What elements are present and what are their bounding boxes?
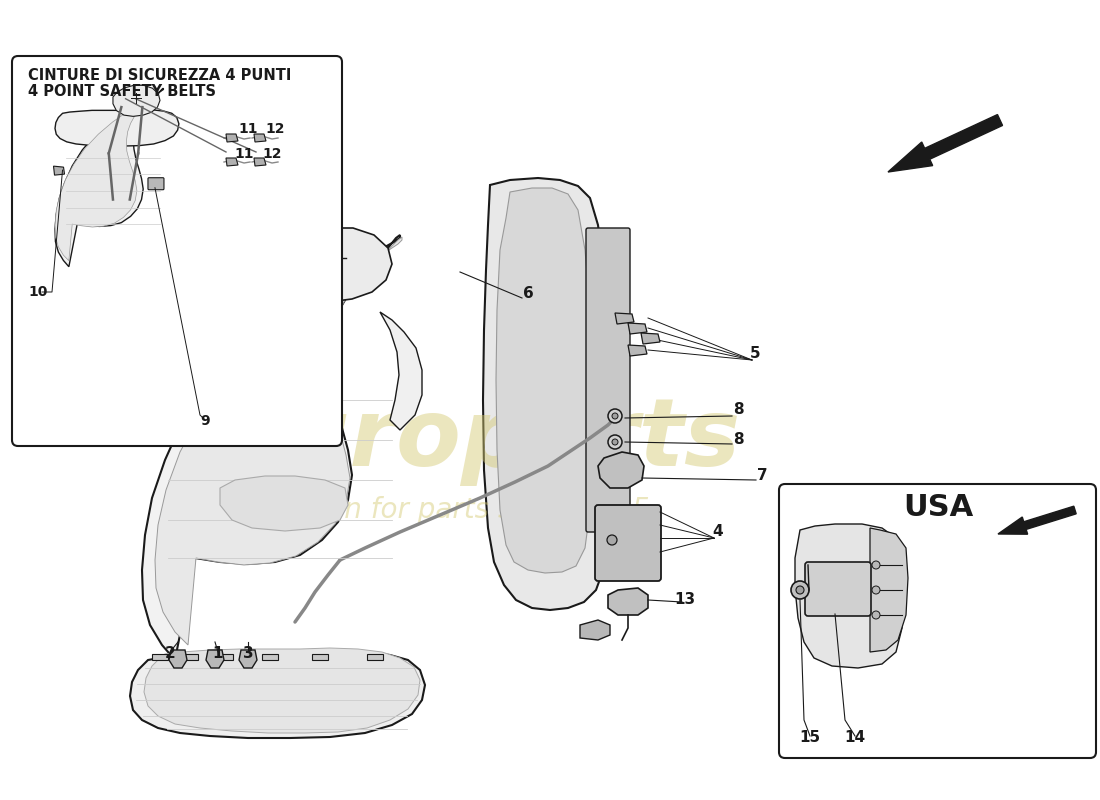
Polygon shape xyxy=(206,650,224,668)
Polygon shape xyxy=(795,524,904,668)
FancyBboxPatch shape xyxy=(779,484,1096,758)
Polygon shape xyxy=(580,620,611,640)
Polygon shape xyxy=(54,166,65,175)
Text: 5: 5 xyxy=(750,346,760,361)
Circle shape xyxy=(607,535,617,545)
Polygon shape xyxy=(628,323,647,334)
Text: 12: 12 xyxy=(262,147,282,161)
Text: a passion for parts since 1985: a passion for parts since 1985 xyxy=(230,496,650,524)
Polygon shape xyxy=(169,650,187,668)
FancyBboxPatch shape xyxy=(586,228,630,532)
Text: 2: 2 xyxy=(165,646,175,661)
Circle shape xyxy=(612,439,618,445)
Polygon shape xyxy=(226,158,238,166)
Circle shape xyxy=(608,409,622,423)
Polygon shape xyxy=(130,651,425,738)
Text: 9: 9 xyxy=(200,414,210,428)
Polygon shape xyxy=(280,228,392,302)
Circle shape xyxy=(791,581,808,599)
FancyBboxPatch shape xyxy=(12,56,342,446)
FancyBboxPatch shape xyxy=(805,562,871,616)
Polygon shape xyxy=(262,654,278,660)
Polygon shape xyxy=(55,90,158,261)
Polygon shape xyxy=(152,654,168,660)
Text: 4: 4 xyxy=(713,524,724,539)
Circle shape xyxy=(608,435,622,449)
Polygon shape xyxy=(220,476,348,531)
Polygon shape xyxy=(870,528,907,652)
Polygon shape xyxy=(598,452,644,488)
Polygon shape xyxy=(55,110,179,146)
Polygon shape xyxy=(888,114,1002,172)
Text: CINTURE DI SICUREZZA 4 PUNTI: CINTURE DI SICUREZZA 4 PUNTI xyxy=(28,68,292,83)
Polygon shape xyxy=(132,312,175,430)
Polygon shape xyxy=(628,345,647,356)
Circle shape xyxy=(872,611,880,619)
Text: 3: 3 xyxy=(243,646,253,661)
Polygon shape xyxy=(367,654,383,660)
Text: USA: USA xyxy=(903,493,974,522)
Text: 8: 8 xyxy=(733,432,744,447)
Polygon shape xyxy=(155,237,402,645)
Polygon shape xyxy=(496,188,592,573)
Polygon shape xyxy=(217,654,233,660)
Polygon shape xyxy=(615,313,634,324)
Text: 6: 6 xyxy=(522,286,534,301)
Polygon shape xyxy=(284,336,340,370)
Polygon shape xyxy=(641,333,660,344)
Text: 15: 15 xyxy=(800,730,821,745)
Text: 11: 11 xyxy=(239,122,257,136)
FancyBboxPatch shape xyxy=(595,505,661,581)
Text: 7: 7 xyxy=(757,468,768,483)
Polygon shape xyxy=(254,158,266,166)
Text: europarts: europarts xyxy=(219,394,741,486)
Text: 12: 12 xyxy=(265,122,285,136)
Circle shape xyxy=(872,561,880,569)
Text: 10: 10 xyxy=(29,285,47,299)
Polygon shape xyxy=(55,88,164,266)
Circle shape xyxy=(872,586,880,594)
Circle shape xyxy=(796,586,804,594)
Polygon shape xyxy=(182,654,198,660)
Text: 4 POINT SAFETY BELTS: 4 POINT SAFETY BELTS xyxy=(28,84,216,99)
Polygon shape xyxy=(239,650,257,668)
Polygon shape xyxy=(379,312,422,430)
Polygon shape xyxy=(312,654,328,660)
Circle shape xyxy=(612,413,618,419)
Polygon shape xyxy=(226,134,238,142)
Polygon shape xyxy=(113,86,160,116)
Polygon shape xyxy=(254,134,266,142)
Text: 13: 13 xyxy=(674,592,695,607)
Polygon shape xyxy=(998,506,1076,534)
Polygon shape xyxy=(483,178,610,610)
Text: 1: 1 xyxy=(212,646,223,661)
Text: 11: 11 xyxy=(234,147,254,161)
Text: 14: 14 xyxy=(845,730,866,745)
Polygon shape xyxy=(144,648,420,733)
Polygon shape xyxy=(142,235,400,660)
FancyBboxPatch shape xyxy=(148,178,164,190)
Polygon shape xyxy=(608,588,648,615)
Text: 8: 8 xyxy=(733,402,744,417)
